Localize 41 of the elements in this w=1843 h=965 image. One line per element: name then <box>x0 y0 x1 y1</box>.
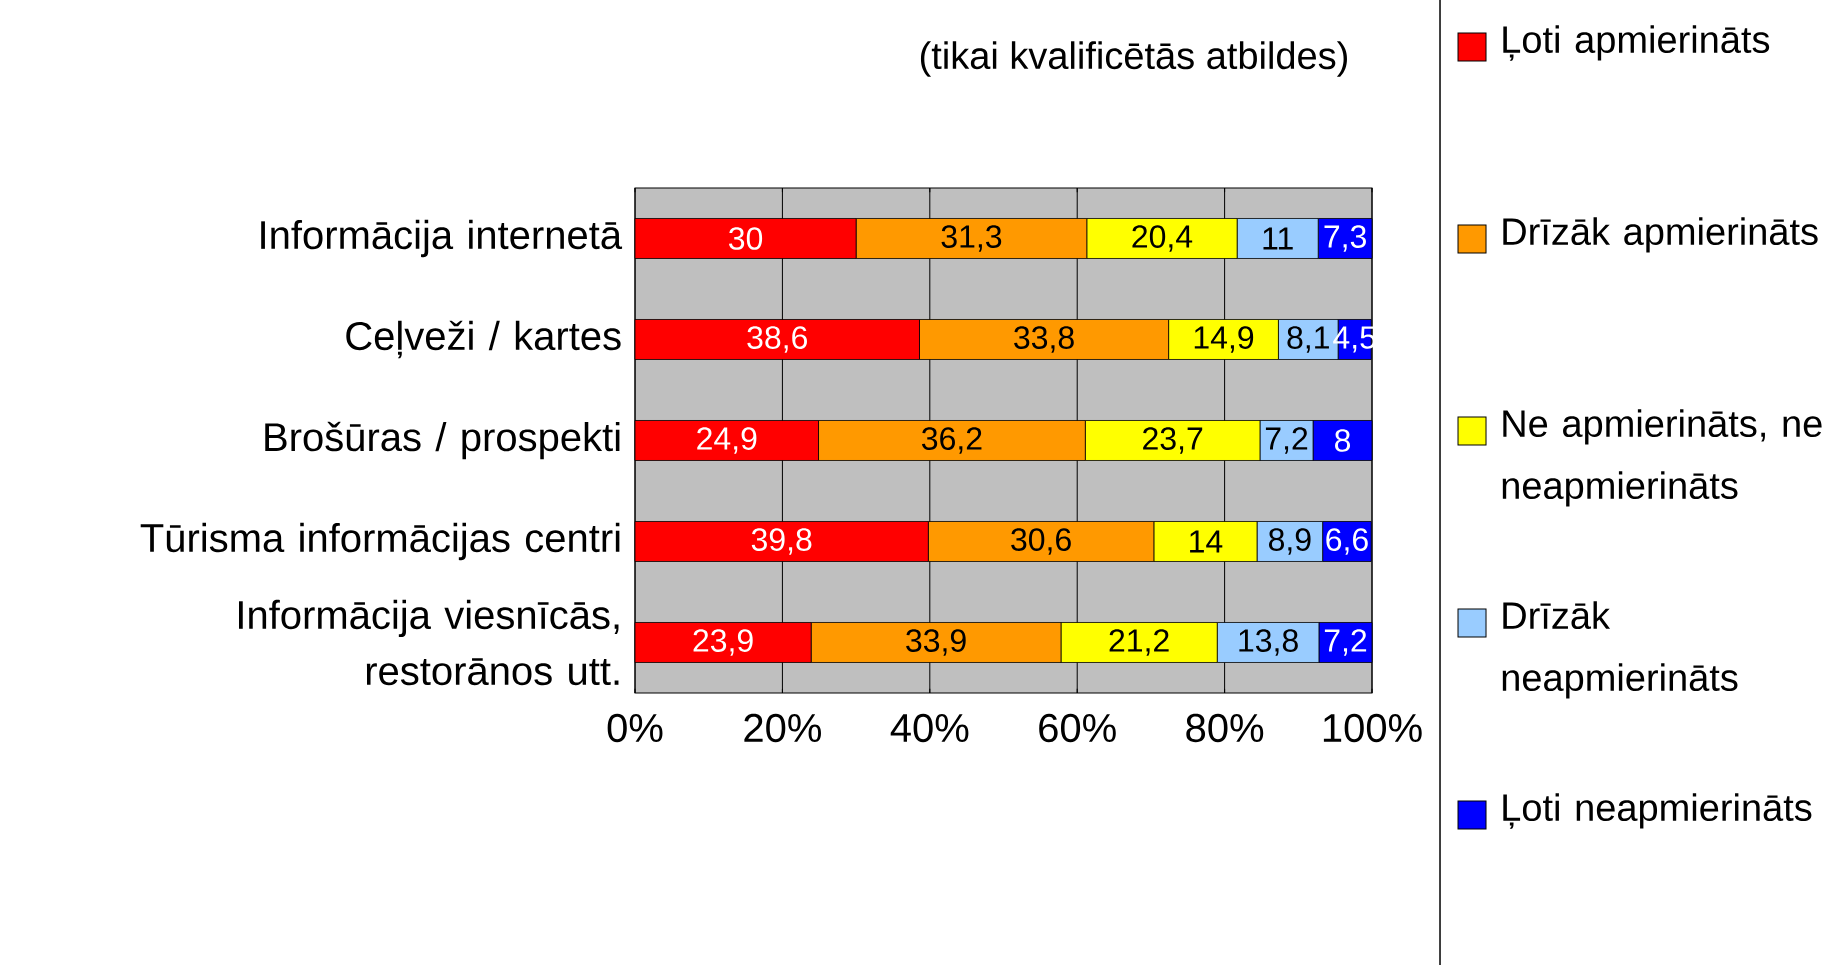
data-label: 14 <box>1190 530 1223 553</box>
data-label: 8,1 <box>1287 326 1329 353</box>
chart-title: (tikai kvalificētās atbildes) <box>920 41 1347 77</box>
y-tick-label: Informācija viesnīcās, restorānos utt. <box>239 599 619 686</box>
data-label: 11 <box>1263 227 1293 250</box>
x-tick-label: 60% <box>1039 713 1116 743</box>
x-tick-label: 80% <box>1186 713 1264 743</box>
data-label: 39,8 <box>751 528 812 555</box>
legend-label: Ļoti apmierināts <box>1503 25 1770 61</box>
data-label: 8,9 <box>1268 528 1311 555</box>
data-label: 7,2 <box>1265 427 1308 454</box>
data-label: 36,2 <box>922 427 982 454</box>
y-tick-label: Ceļveži / kartes <box>346 320 621 359</box>
x-tick-label: 100% <box>1323 713 1422 743</box>
legend-label: Drīzāk neapmierināts <box>1502 601 1738 699</box>
y-tick-label: Brošūras / prospekti <box>265 421 620 460</box>
legend-label: Drīzāk apmierināts <box>1503 217 1818 253</box>
data-label: 24,9 <box>697 427 757 454</box>
data-label: 31,3 <box>941 225 1002 252</box>
y-tick-label: Informācija internetā <box>261 219 623 258</box>
legend-label: Ne apmierināts, ne neapmierināts <box>1502 409 1822 507</box>
data-label: 13,8 <box>1239 629 1298 656</box>
data-label: 7,3 <box>1324 225 1366 252</box>
data-label: 33,9 <box>906 629 966 656</box>
data-label: 23,9 <box>693 629 753 656</box>
data-label: 30,6 <box>1011 528 1071 555</box>
data-label: 23,7 <box>1143 427 1203 454</box>
data-label: 6,6 <box>1326 528 1368 555</box>
data-label: 33,8 <box>1014 326 1074 353</box>
data-label: 7,2 <box>1324 629 1367 656</box>
y-tick-label: Tūrisma informācijas centri <box>140 522 620 561</box>
data-label: 38,6 <box>747 326 807 353</box>
data-label: 14,9 <box>1194 326 1254 353</box>
x-tick-label: 20% <box>744 713 821 743</box>
data-label: 8 <box>1335 429 1351 452</box>
data-label: 30 <box>728 227 763 250</box>
data-label: 20,4 <box>1132 225 1193 252</box>
data-label: 21,2 <box>1109 629 1169 656</box>
legend-label: Ļoti neapmierināts <box>1503 793 1812 829</box>
x-tick-label: 40% <box>890 713 969 743</box>
x-tick-label: 0% <box>607 713 663 743</box>
